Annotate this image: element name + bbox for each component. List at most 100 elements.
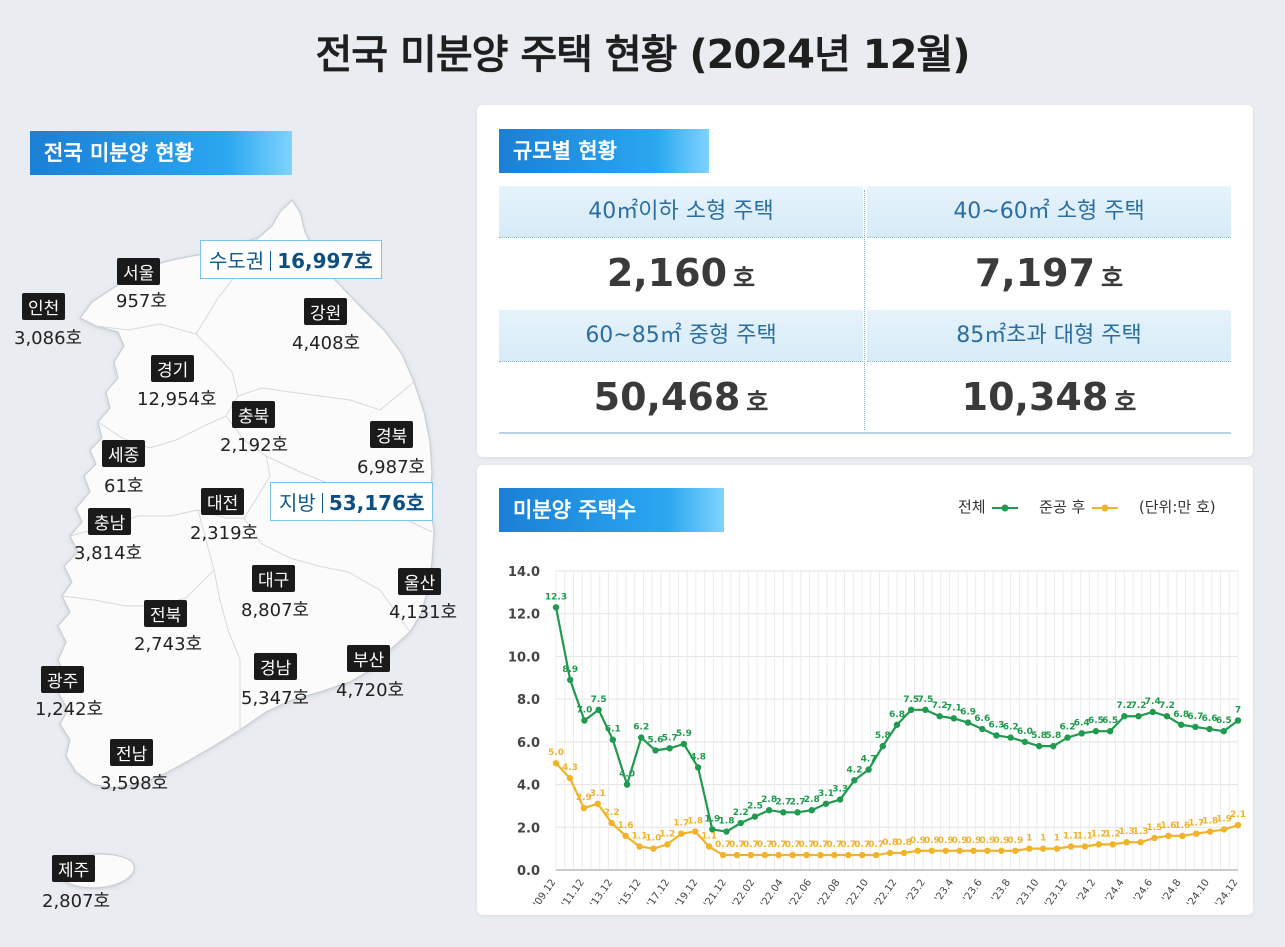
point-after xyxy=(831,851,838,859)
size-number-under40: 2,160 xyxy=(606,251,728,295)
data-label-total: 6.5 xyxy=(1216,716,1232,726)
y-tick-label: 14.0 xyxy=(508,565,540,580)
region-name-gyeongbuk: 경북 xyxy=(370,421,414,448)
region-name-incheon: 인천 xyxy=(22,293,66,320)
region-name-daejeon: 대전 xyxy=(201,488,245,515)
point-after xyxy=(622,832,629,840)
data-label-total: 7.2 xyxy=(1159,701,1175,711)
data-label-total: 7.5 xyxy=(903,695,919,705)
point-total xyxy=(709,826,716,833)
point-total xyxy=(1206,725,1213,733)
point-after xyxy=(1039,845,1047,852)
point-total xyxy=(1078,730,1085,737)
data-label-after: 0.8 xyxy=(896,838,912,848)
data-label-total: 4.7 xyxy=(861,755,877,765)
data-label-after: 1.0 xyxy=(645,834,661,844)
point-total xyxy=(950,715,958,722)
size-number-40to60: 7,197 xyxy=(974,251,1096,295)
point-after xyxy=(942,847,949,854)
data-label-after: 0.9 xyxy=(924,836,940,846)
size-label-60to85: 60~85㎡ 중형 주택 xyxy=(499,310,863,362)
chart-legend: 전체 준공 후 (단위:만 호) xyxy=(958,496,1230,517)
data-label-total: 2.7 xyxy=(790,797,806,807)
x-tick-label: '15.12 xyxy=(617,877,644,909)
data-label-after: 0.7 xyxy=(785,840,801,850)
data-label-after: 2.2 xyxy=(604,808,620,818)
size-grid-divider xyxy=(864,190,865,430)
region-value-incheon: 3,086호 xyxy=(14,328,83,349)
data-label-total: 7 xyxy=(1235,706,1241,716)
y-tick-label: 2.0 xyxy=(517,821,540,836)
point-total xyxy=(666,745,673,752)
x-tick-label: '23.8 xyxy=(990,877,1013,904)
point-total xyxy=(1050,742,1057,750)
capital-area-total: 수도권 16,997호 xyxy=(200,240,382,279)
point-total xyxy=(723,828,730,835)
point-total xyxy=(609,736,617,743)
point-total xyxy=(836,796,844,803)
x-tick-label: '19.12 xyxy=(674,877,701,909)
legend-after-swatch xyxy=(1092,504,1119,511)
data-label-total: 8.9 xyxy=(562,665,578,675)
region-value-sejong: 61호 xyxy=(104,476,144,497)
point-total xyxy=(1234,717,1242,724)
size-unit-over85: 호 xyxy=(1114,388,1137,416)
data-label-total: 6.5 xyxy=(1102,716,1118,726)
region-value-gyeongnam: 5,347호 xyxy=(241,688,310,709)
data-label-after: 1.2 xyxy=(1105,829,1121,839)
region-name-seoul: 서울 xyxy=(117,258,161,285)
size-value-40to60: 7,197 호 xyxy=(867,238,1231,308)
size-cell-60to85: 60~85㎡ 중형 주택 50,468 호 xyxy=(499,310,863,432)
point-after xyxy=(1165,832,1172,840)
data-label-total: 4.2 xyxy=(846,765,862,775)
region-name-gwangju: 광주 xyxy=(41,666,85,693)
point-total xyxy=(822,800,830,807)
data-label-after: 3.1 xyxy=(590,789,606,799)
data-label-after: 0.7 xyxy=(826,840,842,850)
point-after xyxy=(608,819,615,827)
x-tick-label: '23.4 xyxy=(933,877,956,904)
x-tick-label: '23.6 xyxy=(961,877,984,904)
point-after xyxy=(1067,843,1075,850)
y-tick-label: 10.0 xyxy=(508,650,540,665)
data-label-total: 2.7 xyxy=(775,797,791,807)
region-value-gwangju: 1,242호 xyxy=(35,699,104,720)
point-after xyxy=(1220,826,1228,833)
point-total xyxy=(1149,708,1156,716)
region-value-gyeonggi: 12,954호 xyxy=(137,389,217,410)
point-total xyxy=(652,747,659,754)
point-total xyxy=(993,732,1000,739)
point-total xyxy=(908,706,915,714)
size-cell-under40: 40㎡이하 소형 주택 2,160 호 xyxy=(499,186,863,308)
data-label-after: 1.3 xyxy=(1119,827,1135,837)
region-name-ulsan: 울산 xyxy=(398,568,442,595)
data-label-total: 5.8 xyxy=(1031,731,1047,741)
point-total xyxy=(694,764,702,771)
data-label-after: 1.2 xyxy=(659,829,675,839)
point-after xyxy=(1095,841,1103,848)
legend-after-label: 준공 후 xyxy=(1039,498,1086,516)
data-label-after: 0.7 xyxy=(729,840,745,850)
point-total xyxy=(737,819,744,827)
point-total xyxy=(751,813,759,820)
national-section-title: 전국 미분양 현황 xyxy=(30,131,292,175)
x-tick-label: '17.12 xyxy=(645,877,672,909)
data-label-total: 7.1 xyxy=(946,703,962,713)
data-label-after: 1 xyxy=(1040,834,1046,844)
x-tick-label: '21.12 xyxy=(702,877,729,909)
point-total xyxy=(581,717,588,724)
data-label-total: 5.7 xyxy=(662,733,678,743)
size-label-over85: 85㎡초과 대형 주택 xyxy=(867,310,1231,362)
size-value-under40: 2,160 호 xyxy=(499,238,863,308)
data-label-after: 2.1 xyxy=(1230,810,1246,820)
data-label-total: 12.3 xyxy=(545,592,567,602)
data-label-after: 0.8 xyxy=(882,838,898,848)
data-label-after: 0.9 xyxy=(910,836,926,846)
data-label-after: 2.9 xyxy=(576,793,592,803)
point-total xyxy=(765,807,773,814)
size-unit-under40: 호 xyxy=(733,264,756,292)
data-label-total: 1.9 xyxy=(704,814,720,824)
x-tick-label: '23.10 xyxy=(1015,877,1042,909)
region-value-gyeongbuk: 6,987호 xyxy=(357,457,426,478)
data-label-total: 6.5 xyxy=(1088,716,1104,726)
